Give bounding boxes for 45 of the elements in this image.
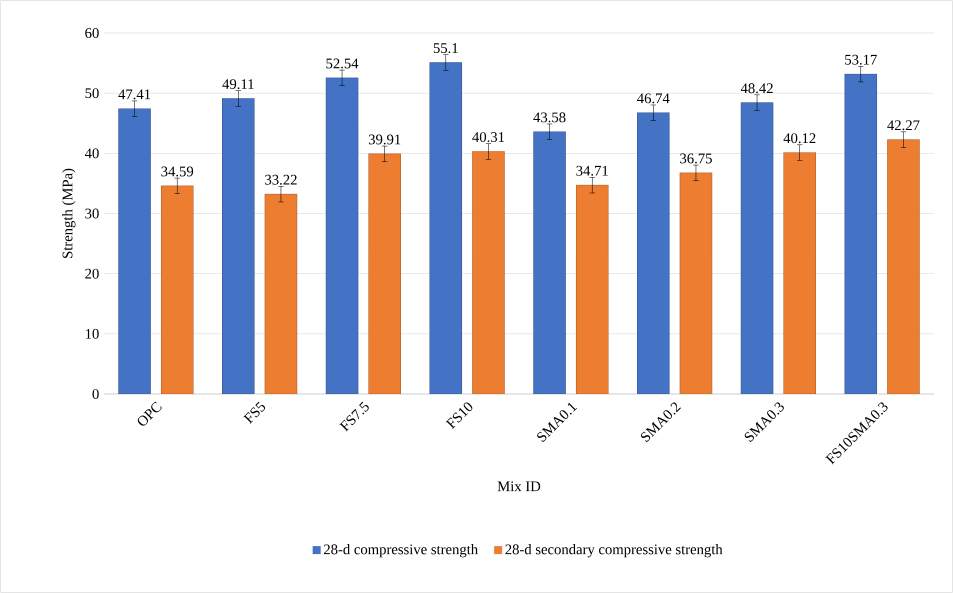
bar: [844, 74, 878, 394]
x-tick-label: FS5: [243, 402, 266, 424]
y-tick-label: 20: [85, 268, 99, 279]
x-tick-label: OPC: [138, 402, 162, 426]
data-label: 53.17: [845, 54, 877, 65]
bar: [576, 184, 608, 394]
bar: [680, 172, 712, 394]
data-label: 49.11: [222, 79, 254, 90]
data-label: 34.71: [576, 166, 608, 176]
bar: [783, 152, 816, 394]
data-label: 42.27: [887, 120, 920, 130]
data-label: 34.59: [161, 166, 194, 176]
bar: [887, 139, 920, 394]
data-label: 40.12: [784, 133, 816, 144]
x-axis-title: Mix ID: [498, 481, 540, 492]
y-tick-label: 40: [84, 148, 99, 158]
bar: [637, 112, 670, 394]
bar: [430, 62, 462, 394]
data-label: 52.54: [326, 58, 358, 68]
data-label: 39.91: [368, 134, 400, 144]
y-tick-label: 30: [85, 208, 99, 218]
data-label: 48.42: [740, 83, 773, 94]
bar: [472, 151, 505, 394]
bar: [264, 194, 298, 394]
y-tick-label: 50: [85, 88, 99, 98]
bar: [326, 78, 358, 394]
y-tick-label: 0: [92, 389, 99, 399]
y-tick-label: 60: [85, 28, 99, 38]
data-label: 43.58: [533, 112, 566, 122]
legend-label: 28-d compressive strength: [324, 544, 478, 558]
data-label: 46.74: [637, 93, 670, 104]
data-label: 33.22: [265, 174, 297, 185]
bar: [740, 102, 774, 394]
legend-label: 28-d secondary compressive strength: [505, 544, 722, 558]
bar: [222, 98, 255, 394]
data-label: 47.41: [118, 89, 150, 100]
y-axis-title: Strength (MPa): [62, 168, 76, 258]
bar: [118, 108, 151, 394]
data-label: 36.75: [680, 154, 712, 164]
bar: [368, 154, 401, 394]
bar: [160, 186, 194, 394]
data-label: 55.1: [434, 43, 458, 54]
bar: [533, 132, 566, 394]
data-label: 40.31: [472, 132, 504, 142]
y-tick-label: 10: [86, 328, 99, 339]
